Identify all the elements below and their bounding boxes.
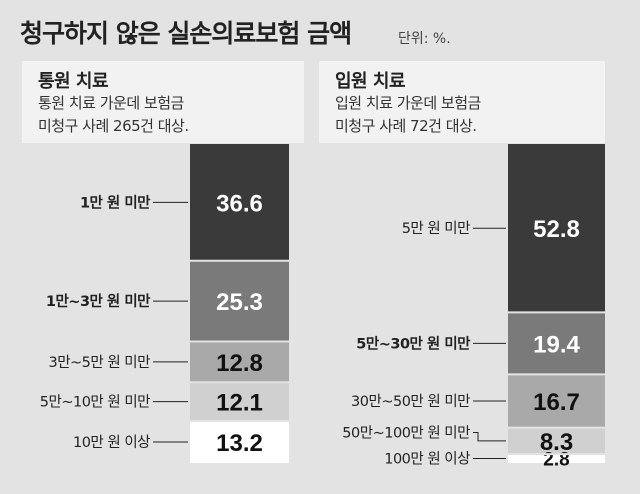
inpatient-value-3: 16.7 (533, 389, 580, 416)
inpatient-bar: 52.8 19.4 16.7 8.32.8 (508, 144, 605, 471)
chart-title: 청구하지 않은 실손의료보험 금액 (20, 19, 352, 48)
outpatient-label-1: 1만 원 미만 (80, 194, 151, 211)
inpatient-header: 입원 치료 입원 치료 가운데 보험금 미청구 사례 72건 대상. (319, 61, 605, 143)
outpatient-value-2: 25.3 (216, 289, 263, 316)
inpatient-value-2: 19.4 (533, 331, 580, 358)
inpatient-label-1: 5만 원 미만 (402, 220, 470, 237)
outpatient-header: 통원 치료 통원 치료 가운데 보험금 미청구 사례 265건 대상. (22, 61, 304, 143)
outpatient-value-1: 36.6 (216, 190, 263, 217)
inpatient-desc-line1: 입원 치료 가운데 보험금 (335, 94, 481, 112)
outpatient-heading: 통원 치료 (38, 71, 109, 92)
outpatient-segment-5 (190, 420, 289, 463)
outpatient-segment-4 (190, 382, 289, 421)
inpatient-value-1: 52.8 (533, 216, 580, 243)
inpatient-label-2: 5만~30만 원 미만 (356, 335, 471, 352)
inpatient-desc-line2: 미청구 사례 72건 대상. (335, 117, 477, 135)
outpatient-label-4: 5만~10만 원 미만 (40, 394, 150, 411)
outpatient-value-4: 12.1 (216, 390, 263, 417)
inpatient-segment-4 (508, 427, 605, 455)
outpatient-label-2: 1만~3만 원 미만 (46, 293, 151, 310)
inpatient-segment-5 (508, 454, 605, 463)
inpatient-label-4: 50만~100만 원 미만 (342, 425, 470, 442)
outpatient-segment-1 (190, 144, 289, 261)
inpatient-leader-line-4 (473, 432, 506, 442)
inpatient-value-4: 8.3 (540, 429, 573, 456)
inpatient-heading: 입원 치료 (335, 71, 406, 92)
unit-label: 단위: %. (398, 31, 451, 47)
outpatient-desc-line2: 미청구 사례 265건 대상. (38, 117, 189, 135)
outpatient-segment-3 (190, 341, 289, 383)
outpatient-label-3: 3만~5만 원 미만 (48, 354, 150, 371)
outpatient-value-3: 12.8 (216, 350, 263, 377)
inpatient-label-3: 30만~50만 원 미만 (351, 393, 470, 410)
outpatient-segment-2 (190, 260, 289, 342)
inpatient-segment-3 (508, 374, 605, 428)
outpatient-bar: 36.6 25.3 12.8 12.1 13.2 (190, 144, 289, 463)
inpatient-segment-1 (508, 144, 605, 313)
inpatient-value-5: 2.8 (543, 450, 569, 471)
inpatient-label-5: 100만 원 이상 (384, 451, 470, 468)
inpatient-segment-2 (508, 312, 605, 375)
outpatient-desc-line1: 통원 치료 가운데 보험금 (38, 94, 184, 112)
outpatient-label-5: 10만 원 이상 (73, 434, 150, 451)
outpatient-value-5: 13.2 (216, 430, 263, 457)
